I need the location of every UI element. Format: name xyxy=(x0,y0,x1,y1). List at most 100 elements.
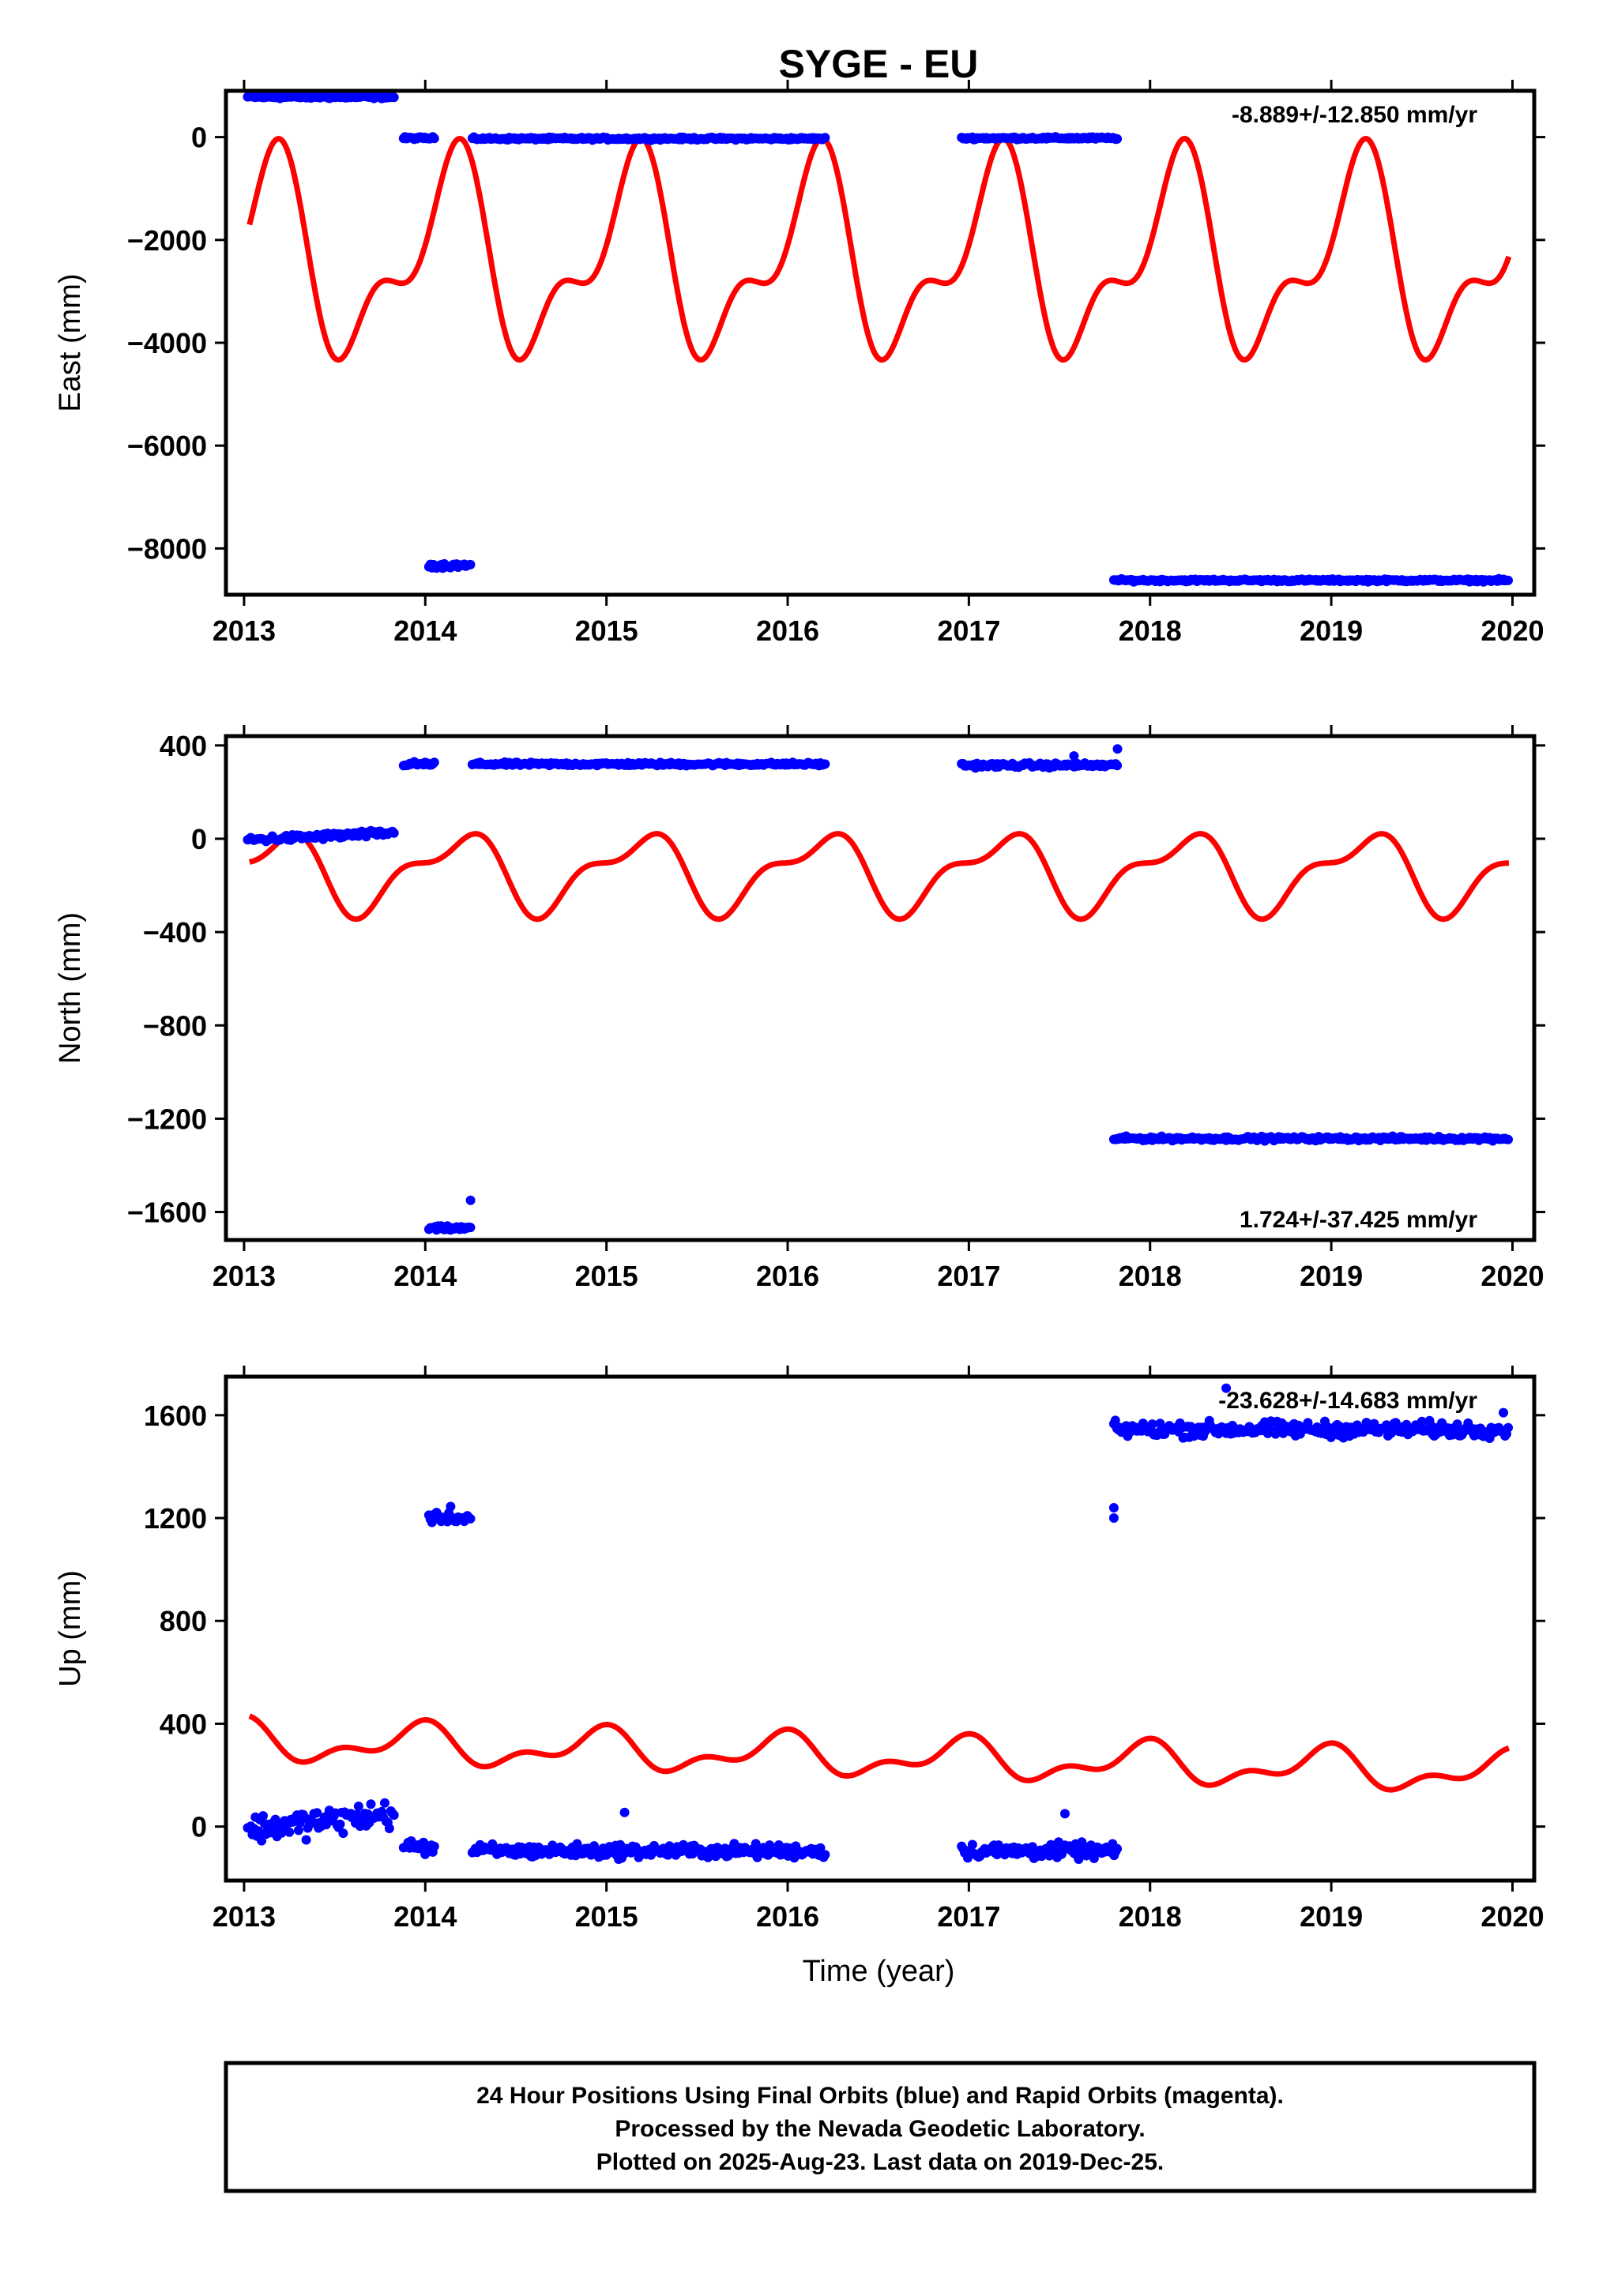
east-frame xyxy=(224,88,1537,597)
data-point xyxy=(1108,1503,1119,1513)
data-point xyxy=(380,1798,389,1808)
up-panel: 2013 2014 2015 2016 2017 2018 2019 2020 0 400 800 1… xyxy=(54,1366,1545,1933)
x-tick-label: 2016 xyxy=(756,614,819,647)
y-tick-label: −1200 xyxy=(127,1103,207,1135)
data-point xyxy=(1147,1419,1157,1430)
x-tick-label: 2020 xyxy=(1480,1260,1544,1292)
data-point xyxy=(465,1195,476,1205)
x-tick-label: 2018 xyxy=(1119,1900,1182,1933)
east-rate-annotation: -8.889+/-12.850 mm/yr xyxy=(1232,102,1477,128)
data-point xyxy=(429,133,439,144)
data-point xyxy=(1027,1842,1037,1852)
data-point xyxy=(820,759,830,769)
y-tick-label: 1600 xyxy=(144,1400,207,1432)
y-tick-label: −400 xyxy=(143,916,207,949)
y-tick-label: −8000 xyxy=(127,532,207,565)
data-point xyxy=(254,1826,264,1836)
data-point xyxy=(465,1223,476,1233)
data-point xyxy=(1112,744,1123,754)
x-tick-label: 2013 xyxy=(213,614,276,647)
data-point xyxy=(1503,575,1513,585)
data-point xyxy=(1074,1854,1084,1864)
data-point xyxy=(352,1809,362,1820)
data-point xyxy=(384,1824,394,1833)
data-point xyxy=(1417,1416,1427,1426)
data-point xyxy=(389,92,399,103)
east-model-curve xyxy=(246,135,1512,363)
data-point xyxy=(619,1807,630,1817)
x-tick-label: 2014 xyxy=(393,1260,457,1292)
north-frame xyxy=(224,734,1537,1242)
data-point xyxy=(1108,1513,1119,1523)
data-point xyxy=(1112,1843,1123,1854)
x-tick-label: 2018 xyxy=(1119,614,1182,647)
east-points xyxy=(243,91,1513,587)
x-tick-label: 2019 xyxy=(1300,614,1363,647)
x-axis-label: Time (year) xyxy=(803,1955,955,1988)
data-point xyxy=(284,1827,295,1837)
data-point xyxy=(312,1808,322,1818)
data-point xyxy=(820,1850,830,1860)
data-point xyxy=(572,1839,582,1849)
up-frame xyxy=(224,1374,1537,1883)
x-tick-label: 2013 xyxy=(213,1900,276,1933)
y-tick-label: −4000 xyxy=(127,327,207,359)
x-tick-label: 2015 xyxy=(575,614,638,647)
data-point xyxy=(293,1825,303,1836)
data-point xyxy=(353,1802,363,1811)
x-tick-label: 2015 xyxy=(575,1900,638,1933)
x-tick-label: 2020 xyxy=(1480,614,1544,647)
data-point xyxy=(338,1828,348,1839)
x-tick-label: 2013 xyxy=(213,1260,276,1292)
footer-line-3: Plotted on 2025-Aug-23. Last data on 201… xyxy=(596,2149,1164,2175)
x-tick-label: 2014 xyxy=(393,614,457,647)
y-tick-label: 400 xyxy=(160,730,207,762)
x-tick-label: 2019 xyxy=(1300,1900,1363,1933)
x-tick-label: 2020 xyxy=(1480,1900,1544,1933)
data-point xyxy=(1110,1415,1120,1426)
data-point xyxy=(1499,1407,1508,1418)
x-tick-label: 2014 xyxy=(393,1900,457,1933)
data-point xyxy=(429,757,439,768)
data-point xyxy=(1452,1419,1462,1430)
data-point xyxy=(967,1839,977,1850)
data-point xyxy=(1503,1422,1513,1433)
x-tick-label: 2015 xyxy=(575,1260,638,1292)
north-points xyxy=(243,744,1513,1235)
y-tick-label: −800 xyxy=(143,1009,207,1042)
x-tick-label: 2016 xyxy=(756,1900,819,1933)
y-tick-label: 1200 xyxy=(144,1502,207,1535)
data-point xyxy=(389,828,399,838)
data-point xyxy=(258,1811,268,1821)
x-tick-label: 2017 xyxy=(937,1260,1000,1292)
north-rate-annotation: 1.724+/-37.425 mm/yr xyxy=(1240,1207,1477,1233)
y-tick-label: 400 xyxy=(160,1708,207,1740)
y-tick-label: −6000 xyxy=(127,430,207,462)
data-point xyxy=(389,1810,399,1821)
data-point xyxy=(366,1799,376,1809)
data-point xyxy=(465,1513,476,1524)
y-tick-label: 0 xyxy=(191,823,207,855)
data-point xyxy=(1112,133,1123,144)
x-tick-label: 2019 xyxy=(1300,1260,1363,1292)
footer-line-1: 24 Hour Positions Using Final Orbits (bl… xyxy=(476,2083,1284,2109)
y-tick-label: −1600 xyxy=(127,1197,207,1229)
y-tick-label: 0 xyxy=(191,122,207,154)
x-tick-label: 2016 xyxy=(756,1260,819,1292)
data-point xyxy=(1503,1134,1513,1144)
x-tick-label: 2017 xyxy=(937,1900,1000,1933)
chart-title: SYGE - EU xyxy=(779,42,979,86)
data-point xyxy=(820,133,830,143)
footer-box xyxy=(224,2061,1537,2193)
data-point xyxy=(465,559,476,569)
up-rate-annotation: -23.628+/-14.683 mm/yr xyxy=(1218,1388,1477,1414)
up-y-axis-label: Up (mm) xyxy=(54,1570,87,1687)
footer-line-2: Processed by the Nevada Geodetic Laborat… xyxy=(615,2116,1145,2142)
data-point xyxy=(1069,751,1079,761)
up-model-curve xyxy=(248,1713,1510,1793)
data-point xyxy=(429,1841,439,1851)
y-tick-label: −2000 xyxy=(127,224,207,257)
x-tick-label: 2018 xyxy=(1119,1260,1182,1292)
data-point xyxy=(1060,1809,1070,1819)
